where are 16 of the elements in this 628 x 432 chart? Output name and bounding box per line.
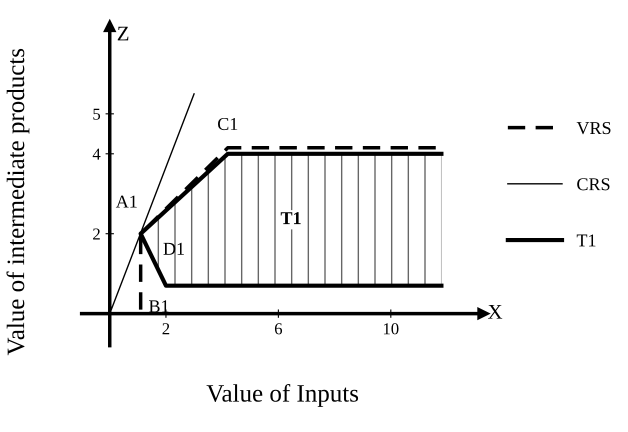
y-tick-label: 5 xyxy=(93,108,100,120)
y-tick-label: 2 xyxy=(93,228,100,240)
annotation: Z xyxy=(118,26,128,40)
annotation: A1 xyxy=(116,196,137,208)
legend-label: CRS xyxy=(577,178,610,190)
text: X xyxy=(488,305,502,319)
y-axis-title: Value of intermediate products xyxy=(6,48,30,356)
annotation: C1 xyxy=(218,118,238,130)
x-axis-title: Value of Inputs xyxy=(206,384,358,407)
legend-label: VRS xyxy=(576,122,610,134)
y-tick-label: 4 xyxy=(92,148,100,160)
x-tick-label: 6 xyxy=(274,323,282,334)
legend-label: T1 xyxy=(576,234,596,246)
annotation: T1 xyxy=(280,212,301,224)
x-tick-label: 10 xyxy=(384,323,399,334)
x-tick-label: 2 xyxy=(162,323,170,334)
